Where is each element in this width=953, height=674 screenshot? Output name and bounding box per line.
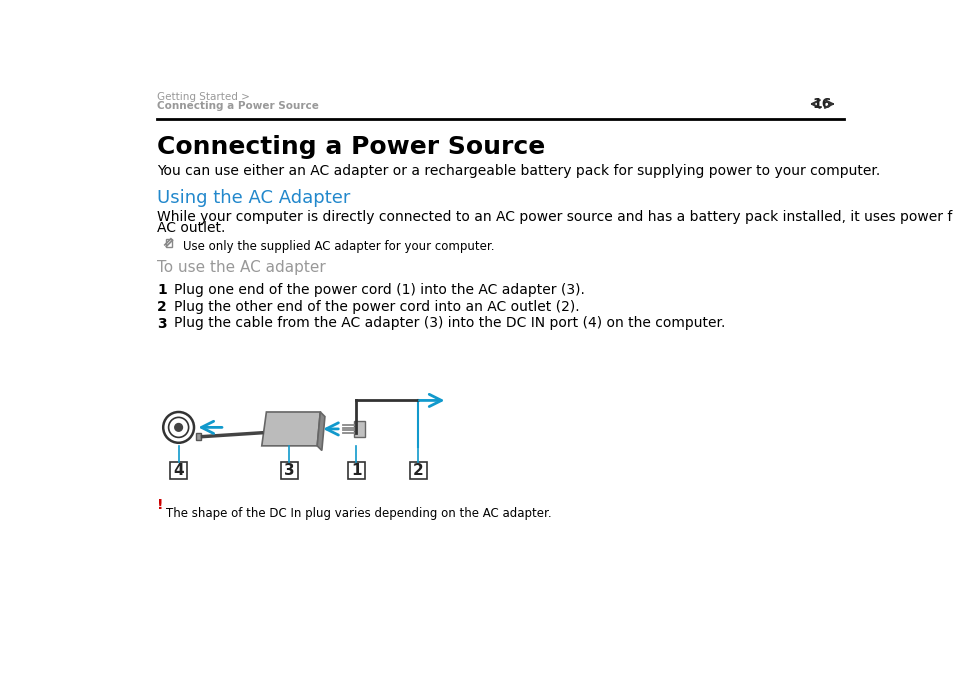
Text: Connecting a Power Source: Connecting a Power Source [157, 135, 545, 159]
Text: 16: 16 [812, 97, 831, 111]
Text: 1: 1 [351, 463, 361, 478]
Text: 3: 3 [284, 463, 294, 478]
Text: 2: 2 [157, 299, 167, 313]
Polygon shape [261, 412, 320, 446]
FancyBboxPatch shape [409, 462, 426, 479]
Text: !: ! [157, 498, 163, 512]
FancyBboxPatch shape [354, 421, 365, 437]
Text: AC outlet.: AC outlet. [157, 221, 225, 235]
FancyBboxPatch shape [281, 462, 297, 479]
Circle shape [163, 412, 193, 443]
Text: Plug the other end of the power cord into an AC outlet (2).: Plug the other end of the power cord int… [173, 299, 579, 313]
Text: 1: 1 [157, 282, 167, 297]
FancyBboxPatch shape [196, 433, 201, 441]
Text: Using the AC Adapter: Using the AC Adapter [157, 189, 350, 207]
FancyBboxPatch shape [348, 462, 365, 479]
Text: While your computer is directly connected to an AC power source and has a batter: While your computer is directly connecte… [157, 210, 953, 224]
Text: Plug the cable from the AC adapter (3) into the DC IN port (4) on the computer.: Plug the cable from the AC adapter (3) i… [173, 317, 724, 330]
Text: Use only the supplied AC adapter for your computer.: Use only the supplied AC adapter for you… [183, 240, 495, 253]
Text: Getting Started >: Getting Started > [157, 92, 250, 102]
Polygon shape [317, 412, 325, 450]
Text: Plug one end of the power cord (1) into the AC adapter (3).: Plug one end of the power cord (1) into … [173, 282, 584, 297]
Text: 3: 3 [157, 317, 167, 330]
Circle shape [174, 423, 182, 431]
Text: 4: 4 [173, 463, 184, 478]
Circle shape [169, 417, 189, 437]
Text: You can use either an AC adapter or a rechargeable battery pack for supplying po: You can use either an AC adapter or a re… [157, 164, 880, 178]
Text: Connecting a Power Source: Connecting a Power Source [157, 101, 318, 111]
FancyBboxPatch shape [170, 462, 187, 479]
Text: The shape of the DC In plug varies depending on the AC adapter.: The shape of the DC In plug varies depen… [166, 508, 551, 520]
Text: 2: 2 [413, 463, 423, 478]
Text: To use the AC adapter: To use the AC adapter [157, 259, 326, 274]
